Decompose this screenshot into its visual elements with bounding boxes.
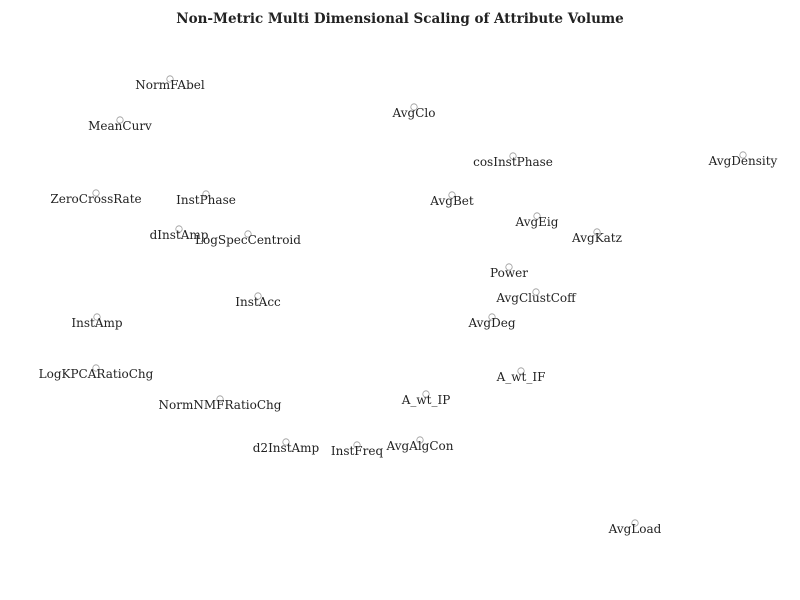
point-label: Power: [490, 266, 528, 280]
data-point-avgclustcoff: AvgClustCoff: [495, 288, 577, 305]
point-marker: [175, 225, 183, 233]
point-marker: [202, 190, 210, 198]
point-label: A_wt_IP: [401, 393, 451, 407]
point-label: InstFreq: [331, 444, 384, 458]
data-point-avgbet: AvgBet: [429, 191, 474, 208]
point-label: AvgEig: [515, 215, 559, 229]
point-marker: [533, 212, 541, 220]
point-label: AvgClo: [392, 106, 436, 120]
data-point-normnmfratiochg: NormNMFRatioChg: [159, 395, 282, 412]
data-point-avgclo: AvgClo: [392, 103, 436, 120]
data-point-cosinstphase: cosInstPhase: [473, 152, 553, 169]
data-point-logspeccentroid: LogSpecCentroid: [195, 230, 301, 247]
point-label: MeanCurv: [88, 119, 152, 133]
point-marker: [244, 230, 252, 238]
point-label: AvgKatz: [571, 231, 622, 245]
data-point-avgalgcon: AvgAlgCon: [386, 436, 454, 453]
point-label: AvgAlgCon: [386, 439, 454, 453]
point-label: AvgBet: [429, 194, 474, 208]
data-point-avgkatz: AvgKatz: [571, 228, 622, 245]
points-layer: AvgLoad d2InstAmp InstFreq AvgAlgCon NormNMF…: [39, 75, 778, 536]
chart-title: Non-Metric Multi Dimensional Scaling of …: [176, 11, 624, 27]
point-marker: [517, 367, 525, 375]
point-label: cosInstPhase: [473, 155, 553, 169]
point-marker: [422, 390, 430, 398]
point-label: InstAcc: [235, 295, 281, 309]
data-point-avgdensity: AvgDensity: [708, 151, 778, 168]
point-marker: [254, 292, 262, 300]
point-marker: [166, 75, 174, 83]
data-point-logkpcaratiochg: LogKPCARatioChg: [39, 364, 154, 381]
point-label: AvgLoad: [608, 522, 662, 536]
point-marker: [216, 395, 224, 403]
point-label: A_wt_IF: [496, 370, 546, 384]
data-point-zerocrossrate: ZeroCrossRate: [50, 189, 142, 206]
point-marker: [92, 189, 100, 197]
point-marker: [92, 364, 100, 372]
point-marker: [532, 288, 540, 296]
point-marker: [93, 313, 101, 321]
point-marker: [505, 263, 513, 271]
point-label: LogSpecCentroid: [195, 233, 301, 247]
point-label: d2InstAmp: [253, 441, 320, 455]
point-marker: [631, 519, 639, 527]
data-point-d2instamp: d2InstAmp: [253, 438, 320, 455]
data-point-instacc: InstAcc: [235, 292, 281, 309]
point-marker: [593, 228, 601, 236]
data-point-normfabel: NormFAbel: [135, 75, 205, 92]
data-point-dinstamp: dInstAmp: [150, 225, 209, 242]
data-point-instamp: InstAmp: [71, 313, 123, 330]
point-label: InstAmp: [71, 316, 122, 330]
point-label: NormNMFRatioChg: [159, 398, 282, 412]
data-point-a-wt-ip: A_wt_IP: [401, 390, 451, 407]
point-marker: [739, 151, 747, 159]
point-label: dInstAmp: [150, 228, 209, 242]
data-point-instfreq: InstFreq: [331, 441, 384, 458]
data-point-a-wt-if: A_wt_IF: [496, 367, 546, 384]
data-point-power: Power: [490, 263, 528, 280]
data-point-avgload: AvgLoad: [608, 519, 662, 536]
point-marker: [353, 441, 361, 449]
point-marker: [488, 313, 496, 321]
data-point-avgeig: AvgEig: [515, 212, 559, 229]
point-marker: [410, 103, 418, 111]
point-label: ZeroCrossRate: [50, 192, 141, 206]
point-label: LogKPCARatioChg: [39, 367, 154, 381]
point-label: AvgDensity: [708, 154, 778, 168]
point-marker: [509, 152, 517, 160]
data-point-avgdeg: AvgDeg: [467, 313, 516, 330]
point-marker: [448, 191, 456, 199]
data-point-instphase: InstPhase: [176, 190, 236, 207]
point-label: AvgDeg: [467, 316, 515, 330]
point-label: NormFAbel: [135, 78, 205, 92]
point-label: InstPhase: [176, 193, 236, 207]
point-marker: [282, 438, 290, 446]
data-point-meancurv: MeanCurv: [88, 116, 152, 133]
point-marker: [116, 116, 124, 124]
point-label: AvgClustCoff: [495, 291, 577, 305]
point-marker: [416, 436, 424, 444]
